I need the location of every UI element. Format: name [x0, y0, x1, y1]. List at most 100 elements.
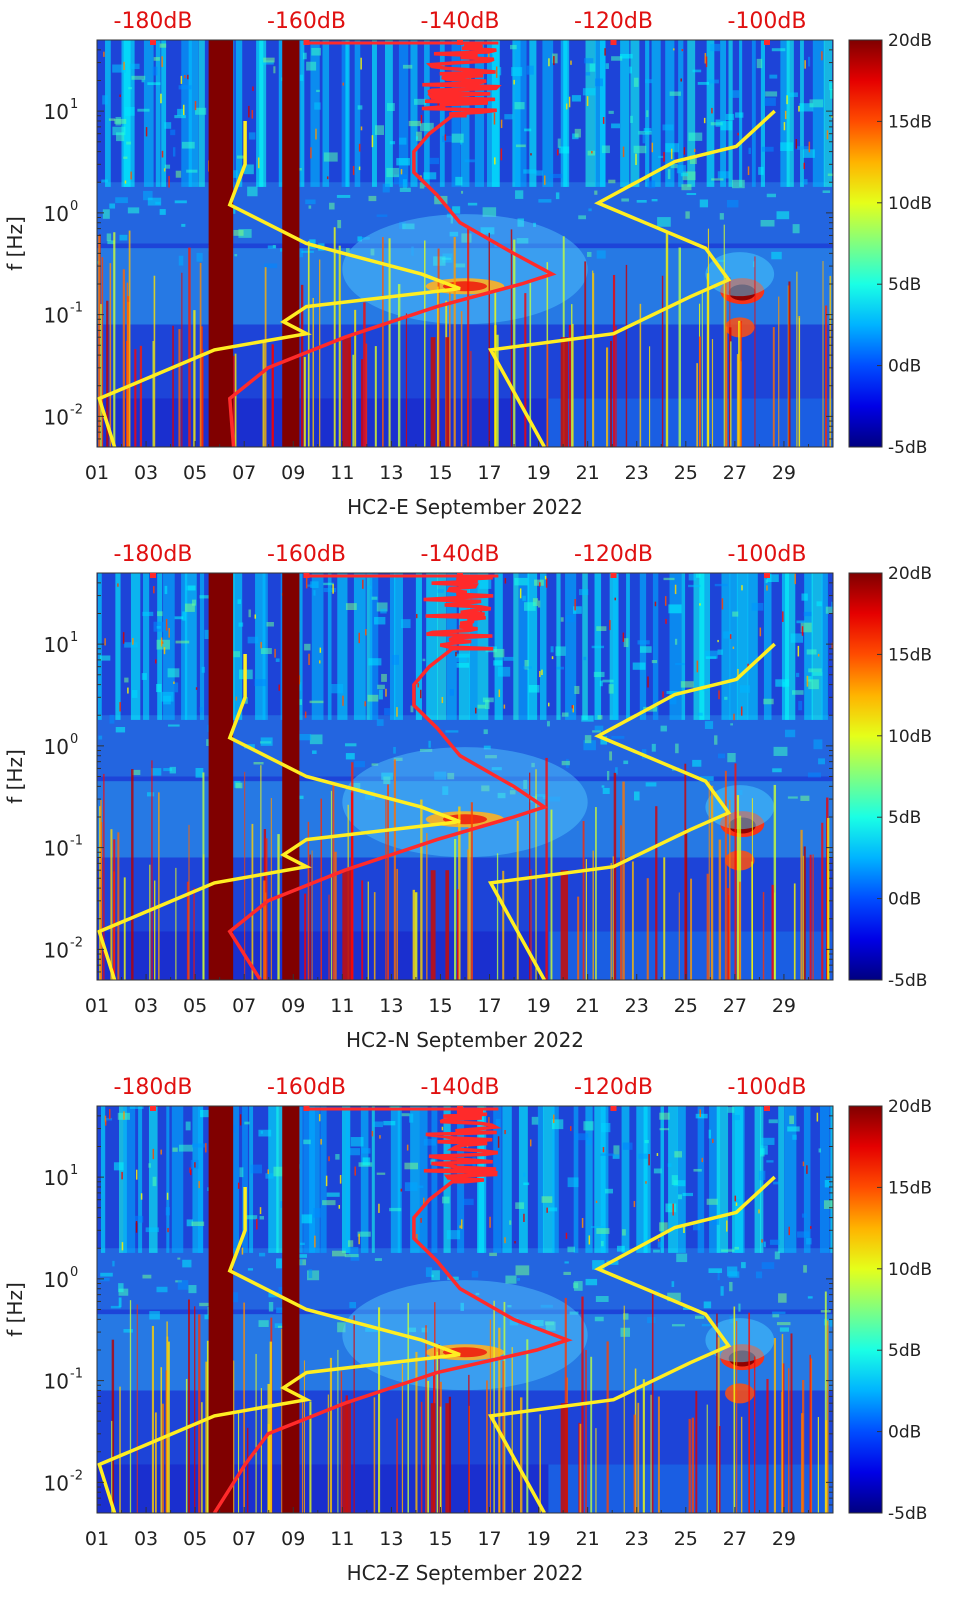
heatmap-speckle [638, 1153, 648, 1159]
heatmap-column [751, 40, 756, 187]
heatmap-hf-speckle [165, 618, 168, 631]
heatmap-transient [788, 1368, 790, 1513]
heatmap-speckle [596, 1228, 610, 1234]
heatmap-speckle [229, 170, 238, 178]
heatmap-transient [154, 880, 156, 980]
heatmap-speckle [175, 170, 182, 178]
heatmap-transient [736, 1320, 738, 1513]
x-tick-label: 09 [281, 1528, 305, 1550]
heatmap-transient [426, 833, 428, 980]
heatmap-speckle [766, 1160, 774, 1163]
top-axis-label: -160dB [267, 542, 346, 567]
heatmap-hf-speckle [109, 1109, 111, 1120]
heatmap-hf-speckle [784, 110, 787, 120]
x-tick-label: 25 [674, 995, 698, 1017]
heatmap-speckle [471, 1271, 479, 1278]
heatmap-speckle [583, 656, 587, 661]
heatmap-speckle [761, 1137, 775, 1145]
heatmap-hf-speckle [699, 1109, 702, 1117]
heatmap-transient [637, 1402, 640, 1513]
heatmap-transient [824, 1420, 828, 1513]
heatmap-transient [778, 296, 780, 447]
heatmap-column [268, 1106, 279, 1253]
top-axis-label: -180dB [114, 9, 193, 34]
heatmap-column [565, 573, 577, 720]
heatmap-column [181, 40, 192, 187]
heatmap-speckle [323, 152, 338, 162]
heatmap-transient [802, 855, 805, 980]
heatmap-speckle [380, 608, 387, 614]
heatmap-speckle [636, 199, 647, 203]
heatmap-speckle [149, 1311, 160, 1320]
heatmap-speckle [748, 147, 751, 155]
heatmap-speckle [123, 156, 128, 159]
heatmap-speckle [167, 668, 180, 678]
heatmap-speckle [389, 1207, 402, 1212]
heatmap-speckle [386, 167, 400, 178]
heatmap-speckle [456, 655, 467, 663]
heatmap-speckle [260, 1130, 263, 1134]
heatmap-transient [234, 353, 237, 447]
heatmap-hf-speckle [529, 1139, 532, 1147]
heatmap-hf-speckle [475, 707, 477, 714]
heatmap-hf-speckle [194, 1162, 196, 1168]
heatmap-column [255, 573, 266, 720]
y-tick-label: 10 [44, 938, 69, 962]
heatmap-hf-speckle [400, 169, 403, 175]
heatmap-column [804, 573, 813, 720]
heatmap-speckle [260, 648, 272, 655]
heatmap-transient [172, 325, 174, 447]
heatmap-hf-speckle [251, 110, 254, 119]
heatmap-transient [109, 263, 112, 447]
heatmap-speckle [720, 1286, 724, 1296]
heatmap-speckle [816, 601, 822, 607]
y-tick-label: 10 [44, 405, 69, 429]
heatmap-hf-speckle [553, 1114, 555, 1124]
heatmap-speckle [362, 1157, 371, 1166]
heatmap-hf-speckle [160, 637, 163, 647]
heatmap-speckle [537, 600, 541, 608]
top-axis-tick [303, 1106, 310, 1111]
heatmap-speckle [761, 146, 774, 152]
heatmap-transient [281, 1328, 283, 1513]
heatmap-speckle [734, 1199, 741, 1204]
heatmap-speckle [262, 60, 274, 65]
heatmap-speckle [601, 785, 605, 788]
heatmap-transient [330, 790, 332, 980]
heatmap-speckle [312, 750, 317, 754]
heatmap-transient [304, 893, 307, 980]
heatmap-hf-speckle [444, 134, 447, 141]
heatmap-transient [100, 304, 102, 447]
heatmap-speckle [697, 712, 703, 716]
heatmap-transient [524, 293, 527, 447]
heatmap-transient [612, 856, 614, 980]
heatmap-transient [486, 1380, 488, 1513]
heatmap-transient [260, 765, 262, 980]
heatmap-speckle [381, 772, 393, 780]
heatmap-speckle [787, 796, 798, 799]
heatmap-speckle [419, 182, 425, 189]
heatmap-hf-speckle [602, 117, 605, 124]
heatmap-transient [311, 850, 313, 980]
heatmap-hf-speckle [741, 585, 743, 591]
heatmap-transient [510, 229, 513, 447]
heatmap-transient [729, 800, 731, 980]
heatmap-transient [622, 781, 625, 980]
heatmap-speckle [675, 663, 685, 666]
heatmap-transient [166, 1336, 169, 1513]
heatmap-hf-speckle [489, 1216, 491, 1228]
heatmap-speckle [124, 106, 135, 116]
heatmap-speckle [110, 1305, 121, 1309]
heatmap-speckle [418, 1185, 424, 1188]
top-axis-tick [764, 40, 770, 45]
x-tick-label: 05 [183, 462, 207, 484]
heatmap-transient [530, 869, 532, 980]
heatmap-column [612, 573, 619, 720]
heatmap-speckle [278, 1287, 285, 1295]
heatmap-hf-speckle [342, 82, 344, 86]
heatmap-column [398, 40, 409, 187]
heatmap-speckle [688, 584, 701, 588]
event-strip [342, 337, 351, 447]
heatmap-speckle [350, 783, 361, 790]
y-tick-label: 10 [44, 1471, 69, 1495]
